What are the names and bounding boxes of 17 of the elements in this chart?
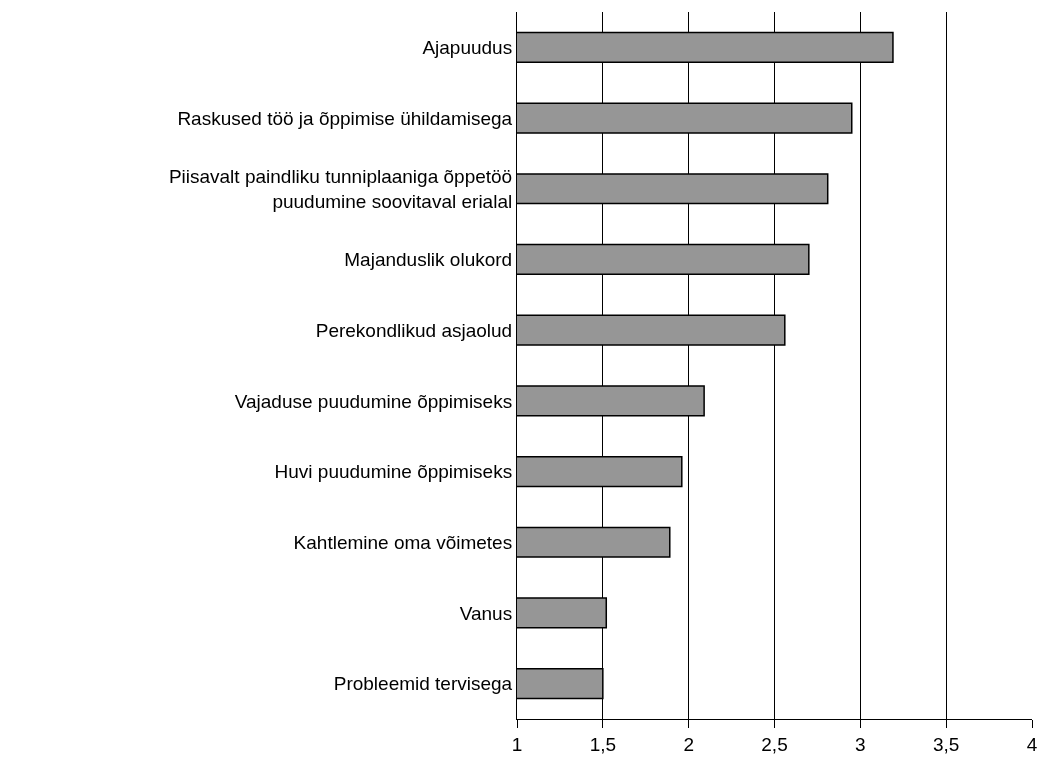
y-tick-label: Probleemid tervisega xyxy=(333,673,513,695)
x-tick-label: 2 xyxy=(683,733,694,755)
x-tick-label: 2,5 xyxy=(761,733,788,755)
y-tick-label: Ajapuudus xyxy=(422,37,513,58)
y-tick-label: Raskused töö ja õppimise ühildamisega xyxy=(177,107,513,129)
y-tick-label: Majanduslik olukord xyxy=(344,249,513,271)
y-tick-label: Piisavalt paindliku tunniplaaniga õppetöö puudumine soovitaval erialal xyxy=(168,166,513,212)
x-tick-label: 1 xyxy=(511,733,523,755)
y-tick-label: Kahtlemine oma võimetes xyxy=(293,531,513,553)
x-tick-label: 1,5 xyxy=(589,733,617,755)
x-tick-label: 4 xyxy=(1026,733,1038,755)
y-tick-label: Vanus xyxy=(459,602,513,624)
x-tick-label: 3,5 xyxy=(932,733,960,755)
x-tick-label: 3 xyxy=(855,733,866,755)
y-tick-label: Huvi puudumine õppimiseks xyxy=(274,461,513,483)
y-tick-label: Vajaduse puudumine õppimiseks xyxy=(234,390,513,412)
y-tick-label: Perekondlikud asjaolud xyxy=(315,319,513,341)
